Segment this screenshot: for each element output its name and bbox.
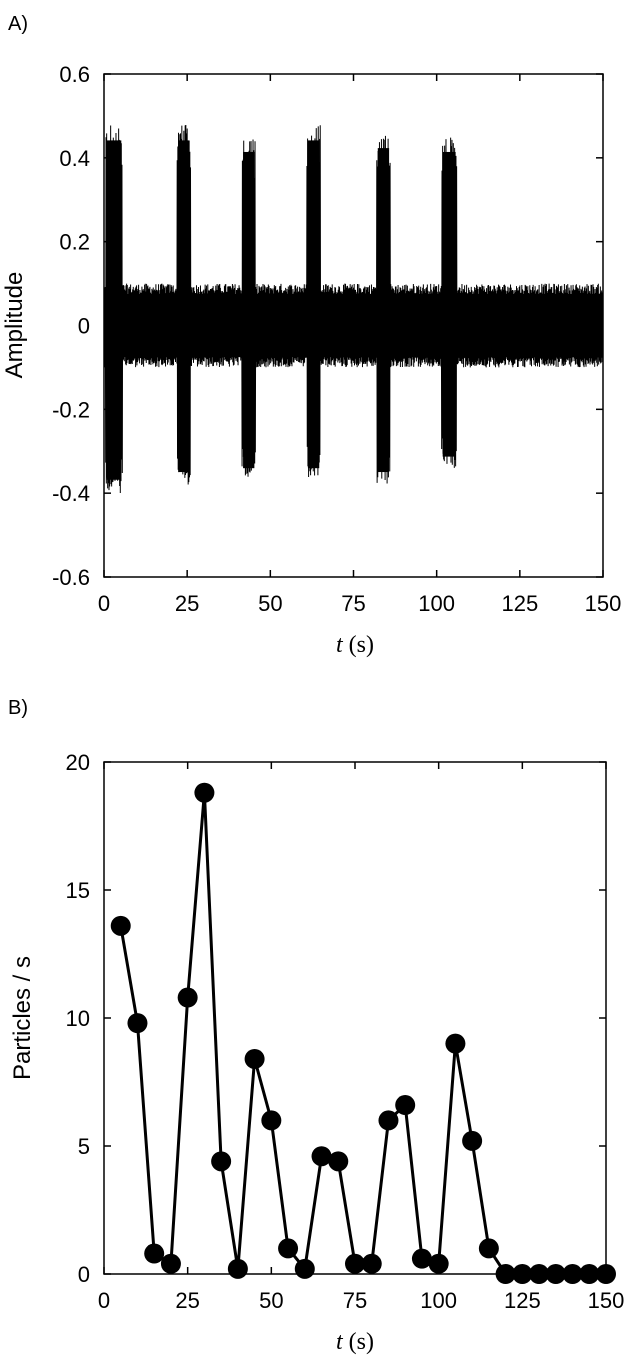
panel-a-x-tick-label: 0	[98, 591, 110, 616]
panel-a-y-tick-label: 0	[78, 314, 90, 339]
panel-a-x-axis: 0 25 50 75 100 125 150	[98, 74, 621, 616]
panel-b-y-tick-label: 5	[78, 1134, 90, 1159]
panel-b-x-tick-label: 150	[588, 1288, 625, 1313]
particles-line	[119, 791, 606, 1276]
panel-a-label: A)	[8, 13, 28, 35]
panel-b-x-tick-label: 25	[175, 1288, 199, 1313]
panel-a-y-label: Amplitude	[1, 272, 28, 379]
panel-a-x-label: t (s)	[336, 632, 374, 658]
panel-a-y-tick-label: 0.4	[59, 146, 90, 171]
amplitude-trace	[103, 125, 604, 494]
particles-point	[478, 1238, 499, 1259]
panel-b-x-label-variable: t	[336, 1329, 344, 1355]
panel-a-y-tick-label: -0.6	[52, 565, 90, 590]
particles-point	[529, 1264, 550, 1284]
panel-b-x-label-unit: (s)	[343, 1329, 374, 1355]
panel-b: B) 0 25 50 75 100 125 150 0 5 10 15 20 Particles /…	[8, 697, 624, 1355]
particles-point	[261, 1110, 282, 1131]
particles-point	[227, 1258, 248, 1279]
panel-b-y-label: Particles / s	[9, 956, 36, 1080]
particles-point	[110, 915, 131, 936]
panel-b-y-tick-label: 15	[66, 878, 90, 903]
particles-point	[244, 1048, 265, 1069]
panel-b-y-tick-label: 20	[66, 750, 90, 775]
panel-a-y-axis: -0.6 -0.4 -0.2 0 0.2 0.4 0.6	[52, 62, 603, 590]
particles-point	[294, 1258, 315, 1279]
panel-a-x-label-unit: (s)	[343, 632, 374, 658]
particles-point	[345, 1253, 365, 1274]
panel-a-y-tick-label: 0.2	[59, 230, 90, 255]
panel-a-x-label-variable: t	[336, 632, 344, 658]
particles-point	[361, 1253, 382, 1274]
particles-point	[311, 1146, 332, 1167]
panel-b-x-tick-label: 0	[98, 1288, 110, 1313]
panel-b-label: B)	[8, 697, 28, 719]
panel-b-y-axis: 0 5 10 15 20	[66, 750, 606, 1287]
particles-point	[428, 1253, 449, 1274]
panel-a-x-tick-label: 100	[418, 591, 455, 616]
panel-a-x-tick-label: 150	[585, 591, 622, 616]
particles-point	[562, 1264, 583, 1284]
particles-point	[378, 1110, 399, 1131]
panel-a-y-tick-label: -0.4	[52, 481, 90, 506]
panel-b-x-label: t (s)	[336, 1329, 374, 1355]
panel-a: A) 0 25 50 75 100 125 150 -0.6 -0.4 -0.2 0 0.2 0.4 0…	[1, 13, 621, 658]
panel-a-x-tick-label: 75	[341, 591, 365, 616]
panel-b-x-tick-label: 100	[420, 1288, 457, 1313]
particles-point	[411, 1248, 432, 1269]
particles-point	[445, 1033, 466, 1054]
panel-b-x-tick-label: 50	[259, 1288, 283, 1313]
panel-a-y-tick-label: -0.2	[52, 397, 90, 422]
panel-b-y-tick-label: 0	[78, 1262, 90, 1287]
particles-point	[579, 1264, 600, 1284]
particles-point	[160, 1253, 181, 1274]
particles-point	[278, 1238, 299, 1259]
panel-b-plot-frame	[103, 761, 607, 1275]
panel-a-x-tick-label: 25	[175, 591, 199, 616]
particles-point	[395, 1095, 416, 1116]
particles-point	[328, 1151, 349, 1172]
particles-point	[127, 1013, 148, 1034]
particles-point	[545, 1264, 566, 1284]
particles-series	[110, 782, 616, 1284]
particles-point	[211, 1151, 232, 1172]
panel-b-x-axis: 0 25 50 75 100 125 150	[98, 762, 624, 1313]
particles-point	[462, 1130, 483, 1151]
panel-b-y-tick-label: 10	[66, 1006, 90, 1031]
amplitude-signal	[103, 125, 604, 494]
panel-a-x-tick-label: 50	[258, 591, 282, 616]
panel-b-x-tick-label: 75	[343, 1288, 367, 1313]
particles-point	[495, 1264, 516, 1284]
particles-point	[177, 987, 198, 1008]
panel-a-y-tick-label: 0.6	[59, 62, 90, 87]
panel-b-x-tick-label: 125	[504, 1288, 541, 1313]
amplitude-baseline-band	[104, 295, 603, 356]
panel-a-x-tick-label: 125	[501, 591, 538, 616]
particles-point	[194, 782, 215, 803]
particles-point	[144, 1243, 165, 1264]
